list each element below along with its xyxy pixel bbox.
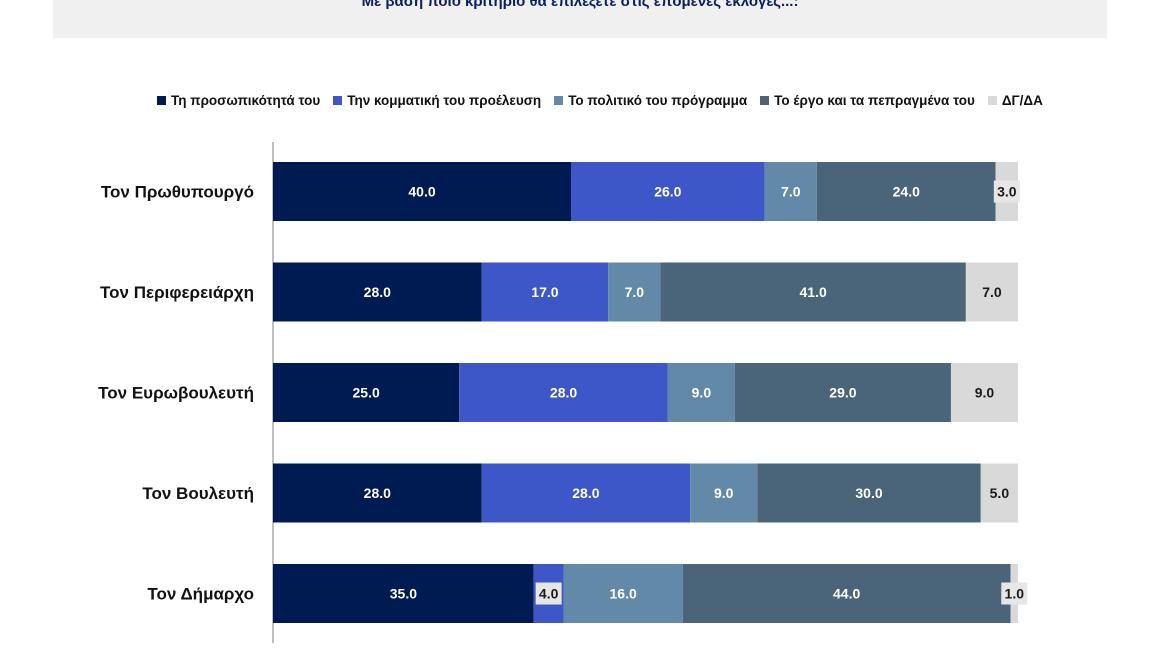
legend-swatch xyxy=(760,95,770,105)
data-label: 4.0 xyxy=(539,586,559,602)
legend-item: Την κομματική του προέλευση xyxy=(333,93,541,108)
data-label: 1.0 xyxy=(1005,586,1025,602)
data-label: 25.0 xyxy=(353,385,380,401)
bar-segment xyxy=(816,162,996,221)
bar-segment xyxy=(571,162,765,221)
data-label: 28.0 xyxy=(550,385,577,401)
data-label: 3.0 xyxy=(997,184,1017,200)
chart-title-bar: Με βάση ποιο κριτήριο θα επιλέξετε στις … xyxy=(53,0,1107,38)
legend-item: Τη προσωπικότητά του xyxy=(157,93,320,108)
bar-segment xyxy=(563,564,683,623)
bar-segment xyxy=(965,262,1018,322)
data-label: 24.0 xyxy=(893,184,920,200)
bar-segment xyxy=(273,363,460,422)
category-label: Τον Βουλευτή xyxy=(142,484,254,503)
bar-segment xyxy=(757,463,981,523)
bar-segment xyxy=(273,564,534,623)
data-label: 29.0 xyxy=(829,385,856,401)
bar-segment xyxy=(734,363,951,422)
chart-legend: Τη προσωπικότητά του Την κομματική του πρ… xyxy=(157,90,1097,110)
legend-label: Τη προσωπικότητά του xyxy=(171,92,321,108)
data-label: 16.0 xyxy=(610,586,637,602)
data-label: 9.0 xyxy=(714,485,734,501)
bar-segment xyxy=(660,262,966,322)
bar-segment xyxy=(273,162,571,221)
data-label: 5.0 xyxy=(990,485,1010,501)
data-label: 28.0 xyxy=(364,284,391,300)
legend-label: ΔΓ/ΔΑ xyxy=(1001,92,1043,108)
bar-segment xyxy=(481,463,691,523)
category-label: Τον Ευρωβουλευτή xyxy=(98,384,254,403)
data-label: 40.0 xyxy=(408,184,435,200)
data-label: 28.0 xyxy=(364,485,391,501)
legend-swatch xyxy=(333,95,343,105)
data-label: 26.0 xyxy=(654,184,681,200)
legend-item: Το έργο και τα πεπραγμένα του xyxy=(760,93,975,108)
bar-segment xyxy=(667,363,735,422)
legend-swatch xyxy=(554,95,564,105)
bar-segment xyxy=(980,463,1018,523)
legend-label: Το πολιτικό του πρόγραμμα xyxy=(568,92,748,108)
data-label: 41.0 xyxy=(800,284,827,300)
bar-segment xyxy=(459,363,668,422)
legend-label: Την κομματική του προέλευση xyxy=(347,92,542,108)
bar-segment xyxy=(481,262,609,322)
bar-segment xyxy=(682,564,1011,623)
legend-label: Το έργο και τα πεπραγμένα του xyxy=(774,92,975,108)
legend-swatch xyxy=(987,95,997,105)
bar-segment xyxy=(690,463,758,523)
bar-segment xyxy=(273,262,482,322)
legend-item: ΔΓ/ΔΑ xyxy=(987,92,1043,108)
data-label-background xyxy=(1001,582,1028,605)
data-label: 35.0 xyxy=(390,586,417,602)
legend-swatch xyxy=(157,95,166,105)
data-label: 44.0 xyxy=(833,586,860,602)
data-label: 30.0 xyxy=(855,485,882,501)
category-label: Τον Πρωθυπουργό xyxy=(101,183,254,202)
bar-segment xyxy=(950,363,1018,422)
data-label: 9.0 xyxy=(692,385,712,401)
bar-segment xyxy=(273,463,482,523)
legend-item: Το πολιτικό του πρόγραμμα xyxy=(554,93,747,108)
bar-segment xyxy=(764,162,817,221)
data-label: 7.0 xyxy=(625,284,645,300)
data-label: 28.0 xyxy=(572,485,599,501)
data-label: 9.0 xyxy=(975,385,995,401)
data-label: 7.0 xyxy=(781,184,801,200)
data-label: 7.0 xyxy=(982,284,1002,300)
category-label: Τον Περιφερειάρχη xyxy=(100,283,254,302)
bar-segment xyxy=(608,262,661,322)
category-label: Τον Δήμαρχο xyxy=(147,585,254,604)
data-label: 17.0 xyxy=(531,284,558,300)
chart-title: Με βάση ποιο κριτήριο θα επιλέξετε στις … xyxy=(361,0,799,10)
data-label-background xyxy=(993,180,1020,203)
data-label-background xyxy=(535,582,562,605)
